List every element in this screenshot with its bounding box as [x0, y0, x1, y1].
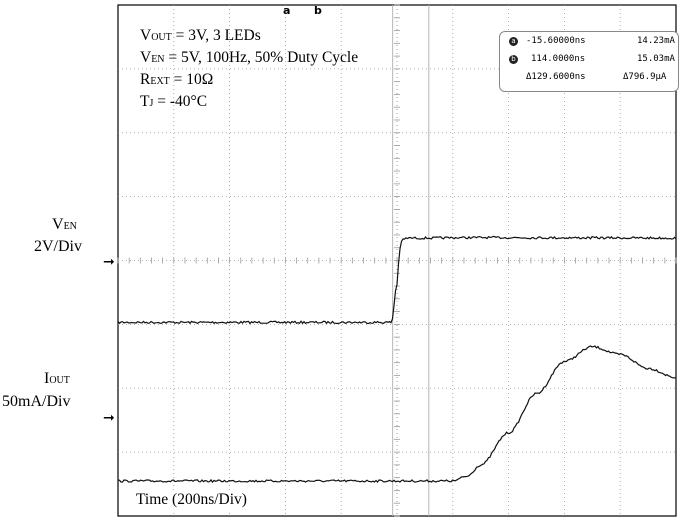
condition-ven: VEN = 5V, 100Hz, 50% Duty Cycle	[140, 49, 359, 66]
cursor-b-marker: b	[314, 4, 322, 17]
x-axis-label: Time (200ns/Div)	[132, 490, 251, 510]
cursor-lines	[392, 5, 430, 516]
cursor-b-time: 114.0000ns	[531, 54, 586, 64]
trace-ven	[117, 235, 677, 325]
channel-1-scale: 2V/Div	[34, 238, 82, 255]
cursor-a-marker: a	[283, 4, 291, 17]
cursor-a-value: 14.23mA	[637, 36, 675, 46]
a-circle-icon: a	[509, 37, 518, 46]
trace-iout	[118, 345, 677, 484]
cursor-delta-value: Δ796.9μA	[623, 72, 667, 82]
channel-1-name: VEN	[52, 216, 77, 233]
condition-rext: REXT = 10Ω	[140, 71, 214, 88]
channel-2-scale: 50mA/Div	[2, 393, 71, 410]
channel-2-arrow-icon: ➞	[103, 410, 115, 426]
cursor-b-value: 15.03mA	[637, 54, 675, 64]
channel-1-arrow-icon: ➞	[103, 254, 115, 270]
condition-vout: VOUT = 3V, 3 LEDs	[140, 27, 261, 44]
channel-2-name: IOUT	[44, 370, 70, 387]
grid	[117, 4, 677, 517]
cursor-delta-time: Δ129.6000ns	[526, 72, 586, 82]
condition-tj: TJ = -40°C	[140, 93, 208, 110]
cursor-a-time: -15.60000ns	[526, 36, 586, 46]
cursor-readout: a -15.60000ns 14.23mA b 114.0000ns 15.03…	[499, 31, 679, 92]
b-circle-icon: b	[509, 55, 518, 64]
traces	[117, 235, 677, 484]
